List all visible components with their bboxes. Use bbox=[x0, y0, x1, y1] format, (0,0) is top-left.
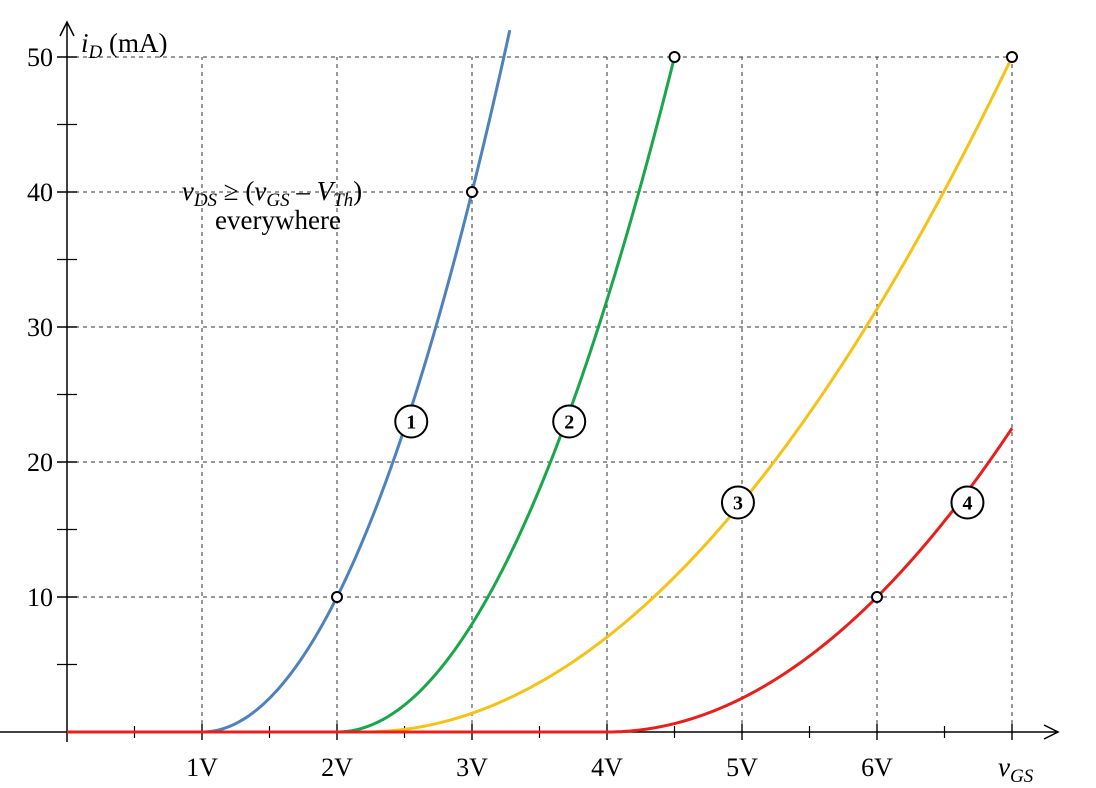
curve-labels: 1 2 3 4 bbox=[394, 404, 985, 520]
data-point-4 bbox=[871, 591, 883, 603]
x-tick-label-4: 5V bbox=[726, 753, 758, 782]
x-tick-label-0: 1V bbox=[186, 753, 218, 782]
curve-1 bbox=[66, 29, 512, 734]
y-tick-label-4: 50 bbox=[27, 43, 53, 72]
curve-label-2: 2 bbox=[552, 404, 587, 439]
data-points bbox=[331, 51, 1018, 603]
data-point-0 bbox=[331, 591, 343, 603]
y-axis-label: iD (mA) bbox=[81, 28, 167, 63]
y-tick-label-3: 40 bbox=[27, 178, 53, 207]
curve-label-text-1: 1 bbox=[406, 412, 416, 434]
data-point-1 bbox=[466, 186, 478, 198]
curve-3 bbox=[67, 56, 1014, 734]
x-axis-label: vGS bbox=[998, 752, 1034, 787]
y-tick-label-0: 10 bbox=[27, 583, 53, 612]
curve-2 bbox=[67, 56, 676, 734]
curves bbox=[66, 29, 1014, 734]
x-axis-arrow bbox=[1043, 724, 1060, 740]
curve-label-text-4: 4 bbox=[962, 493, 972, 515]
curve-label-circle-1 bbox=[394, 404, 429, 439]
axes bbox=[0, 20, 1060, 742]
y-tick-label-2: 30 bbox=[27, 313, 53, 342]
curve-label-4: 4 bbox=[950, 485, 985, 520]
y-tick-label-1: 20 bbox=[27, 448, 53, 477]
annotation-everywhere: everywhere bbox=[215, 205, 341, 235]
curve-4 bbox=[67, 427, 1014, 734]
data-point-3 bbox=[1006, 51, 1018, 63]
curve-label-text-2: 2 bbox=[564, 412, 574, 434]
curve-label-circle-2 bbox=[552, 404, 587, 439]
x-tick-label-5: 6V bbox=[861, 753, 893, 782]
x-tick-label-3: 4V bbox=[591, 753, 623, 782]
y-axis-arrow bbox=[59, 20, 75, 37]
curve-label-3: 3 bbox=[720, 485, 755, 520]
x-tick-label-2: 3V bbox=[456, 753, 488, 782]
data-point-2 bbox=[668, 51, 681, 63]
curve-label-circle-4 bbox=[950, 485, 985, 520]
grid-lines bbox=[67, 56, 1013, 732]
x-tick-label-1: 2V bbox=[321, 753, 353, 782]
curve-label-circle-3 bbox=[720, 485, 755, 520]
axis-texts: 1V 2V 3V 4V 5V 6V 10 20 30 40 50 iD (mA) vGS vDS ≥ (v… bbox=[27, 28, 1034, 787]
annotation-condition: vDS ≥ (vGS – VTh) bbox=[182, 176, 362, 211]
curve-label-text-3: 3 bbox=[733, 493, 743, 515]
curve-label-1: 1 bbox=[394, 404, 429, 439]
